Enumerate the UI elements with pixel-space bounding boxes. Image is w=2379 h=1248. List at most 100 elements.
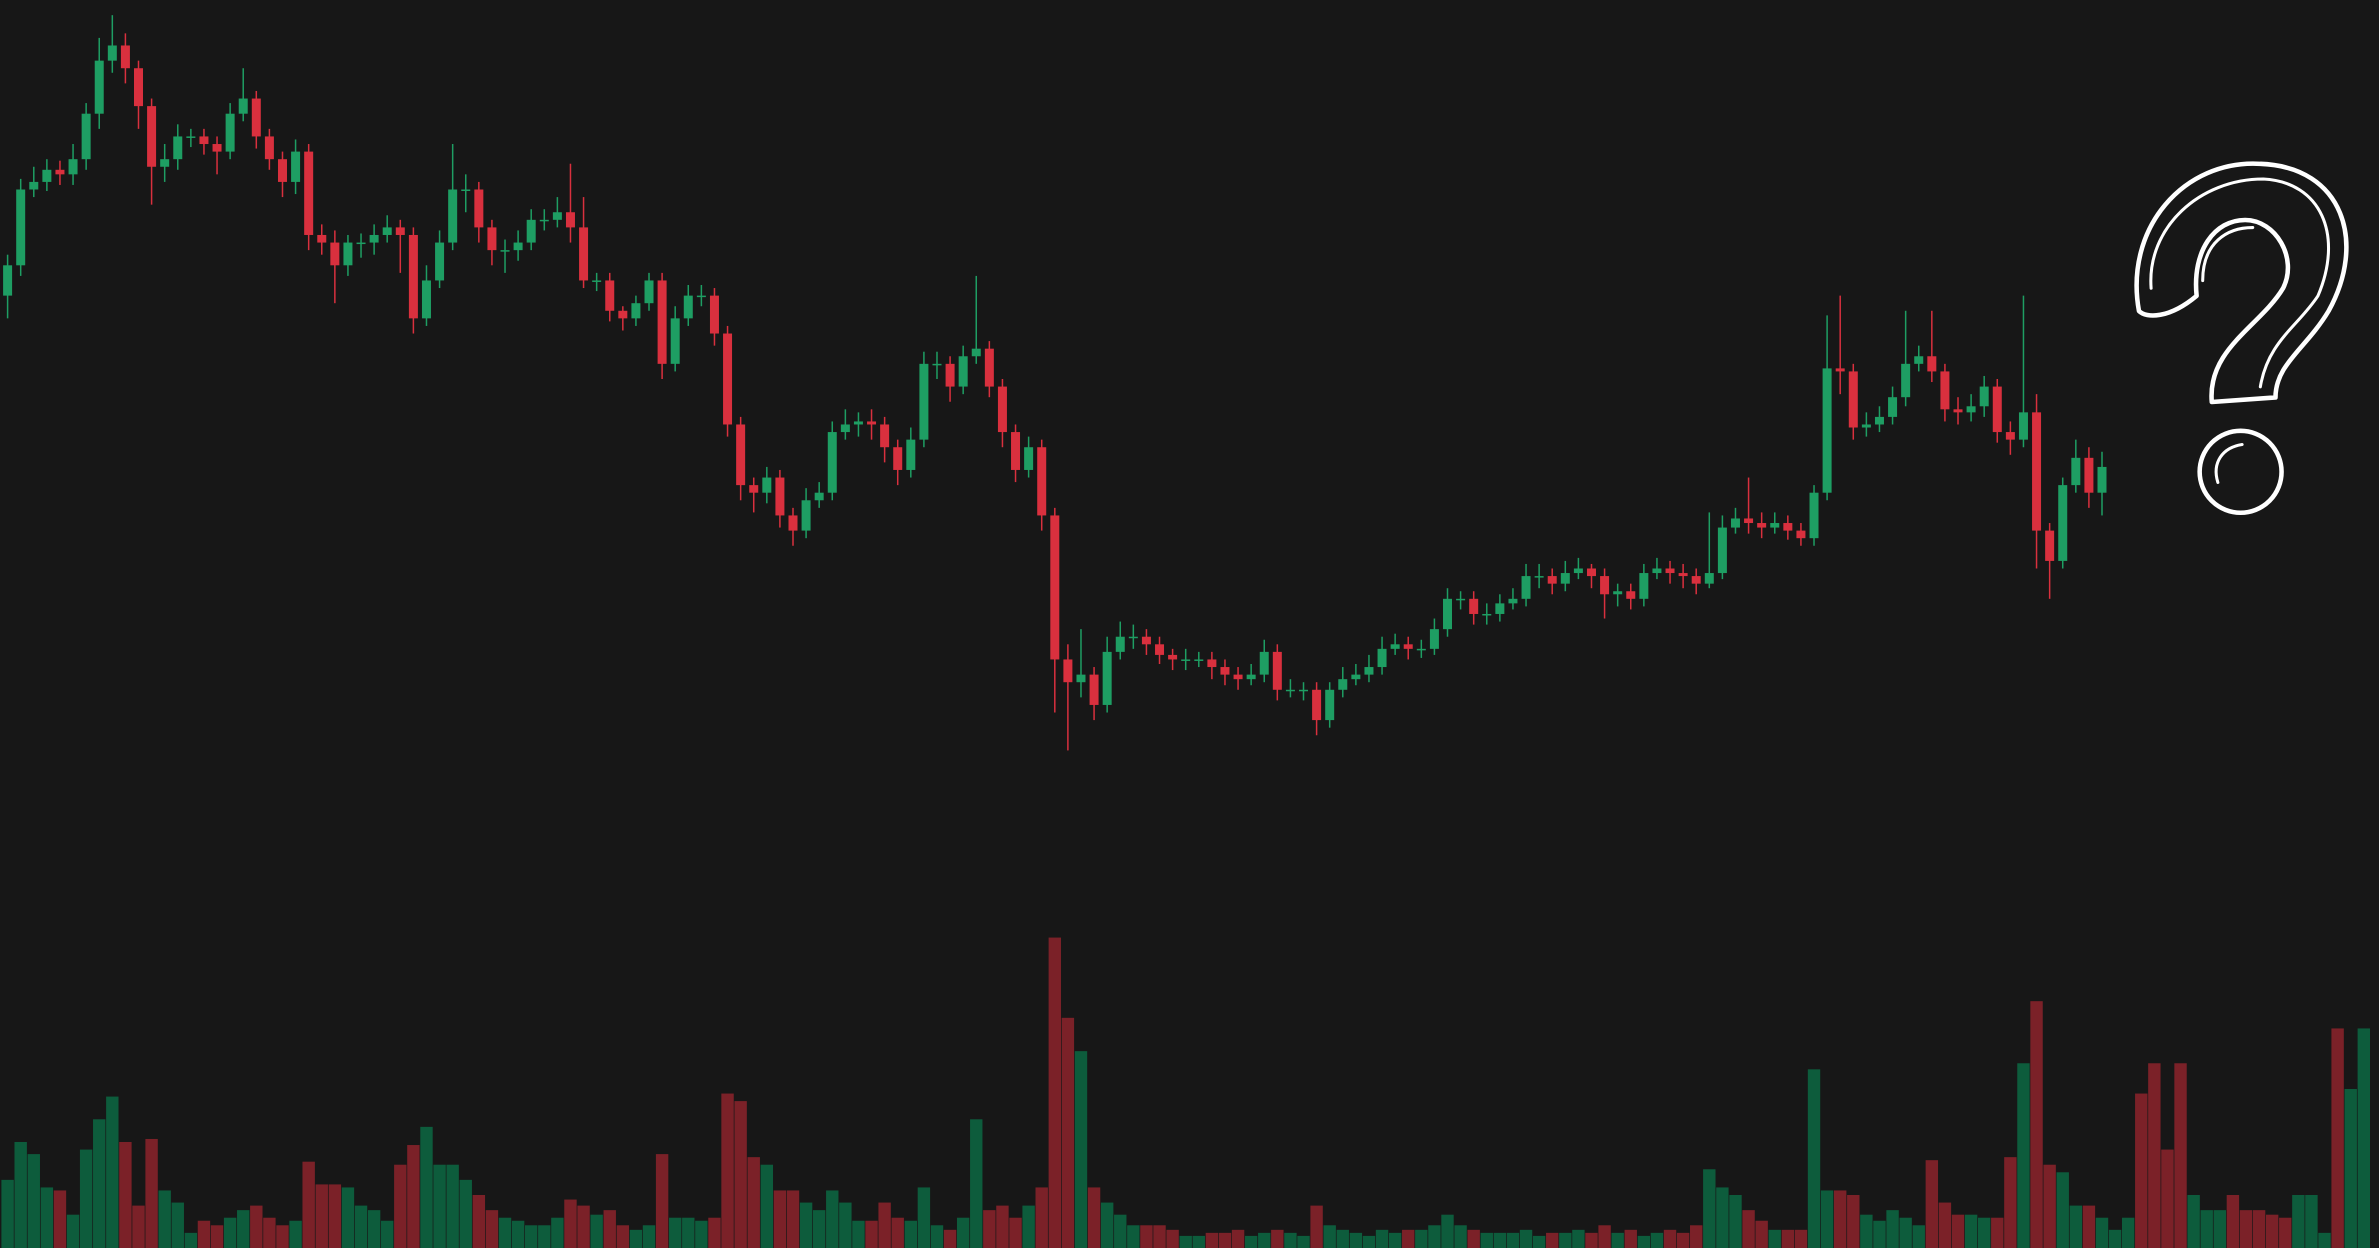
- candle-body: [487, 227, 497, 251]
- candle-body: [1835, 368, 1845, 372]
- candle-body: [291, 151, 301, 182]
- candle-body: [330, 242, 340, 266]
- candle-body: [1888, 397, 1898, 417]
- candle-body: [762, 477, 772, 493]
- volume-bar: [1140, 1225, 1153, 1248]
- volume-bar: [2161, 1149, 2174, 1248]
- volume-bar: [2213, 1210, 2227, 1248]
- volume-bar: [1938, 1202, 1952, 1248]
- volume-bar: [891, 1217, 904, 1248]
- candle-body: [1901, 363, 1911, 398]
- volume-bar: [956, 1217, 970, 1248]
- volume-bar: [1218, 1232, 1232, 1248]
- candle-body: [971, 348, 981, 357]
- candle-body: [317, 234, 327, 243]
- volume-bar: [27, 1154, 40, 1248]
- volume-bar: [577, 1205, 590, 1248]
- candle-body: [775, 477, 785, 516]
- candle-body: [1547, 576, 1557, 584]
- volume-bar: [302, 1161, 315, 1248]
- candle-body: [1678, 573, 1688, 577]
- candle-body: [618, 310, 628, 319]
- candle-body: [1534, 576, 1544, 578]
- candle-body: [1979, 386, 1989, 407]
- candle-body: [173, 136, 183, 160]
- candle-body: [840, 424, 850, 433]
- volume-bar: [708, 1217, 721, 1248]
- candle-body: [1626, 591, 1636, 599]
- candle-body: [277, 159, 287, 182]
- volume-bar: [655, 1154, 669, 1248]
- volume-bar: [996, 1205, 1009, 1248]
- candle-body: [1076, 674, 1086, 683]
- candle-body: [1050, 515, 1060, 660]
- candle-body: [880, 424, 890, 448]
- candle-body: [81, 113, 91, 160]
- volume-bar: [799, 1202, 813, 1248]
- volume-bar: [1310, 1205, 1323, 1248]
- candle-body: [723, 333, 733, 425]
- question-hook: [2134, 161, 2349, 405]
- question-dot-shine: [2214, 442, 2244, 484]
- candle-body: [304, 151, 314, 235]
- volume-bar: [904, 1220, 918, 1248]
- volume-bar: [2252, 1210, 2266, 1248]
- candle-body: [1128, 636, 1138, 639]
- volume-bar: [1506, 1232, 1520, 1248]
- candle-body: [2097, 466, 2107, 493]
- candle-body: [1953, 409, 1963, 413]
- candle-body: [212, 144, 222, 152]
- volume-bar: [1624, 1229, 1637, 1248]
- volume-bar: [263, 1217, 276, 1248]
- candle-body: [1966, 406, 1976, 413]
- candle-body: [1272, 651, 1282, 690]
- candle-body: [565, 212, 575, 228]
- candle-body: [343, 242, 353, 266]
- candle-body: [1848, 371, 1858, 428]
- volume-bar: [1794, 1229, 1808, 1248]
- candle-body: [1141, 636, 1151, 645]
- candle-body: [382, 227, 392, 235]
- volume-bar: [14, 1142, 27, 1248]
- volume-bar: [1886, 1210, 1899, 1248]
- volume-bar: [1231, 1229, 1245, 1248]
- volume-bar: [525, 1225, 538, 1248]
- volume-bar: [132, 1205, 145, 1248]
- candle-body: [919, 363, 929, 440]
- volume-bar: [668, 1217, 682, 1248]
- volume-bar: [1192, 1235, 1205, 1248]
- volume-bar: [158, 1190, 171, 1248]
- candle-body: [1312, 689, 1322, 721]
- volume-bar: [538, 1225, 551, 1248]
- candle-body: [1639, 573, 1649, 599]
- volume-bar: [865, 1220, 878, 1248]
- volume-bar: [1061, 1017, 1075, 1248]
- volume-bar: [1991, 1217, 2004, 1248]
- volume-bar: [1349, 1232, 1363, 1248]
- volume-bar: [79, 1149, 93, 1248]
- candle-body: [29, 181, 39, 190]
- candle-body: [1508, 598, 1518, 604]
- volume-bar: [852, 1220, 865, 1248]
- question-inner: [2201, 226, 2255, 283]
- candle-body: [1102, 651, 1112, 705]
- candle-body: [2018, 412, 2028, 440]
- volume-bar: [1127, 1225, 1140, 1248]
- volume-bar: [289, 1220, 302, 1248]
- volume-bar: [2056, 1172, 2069, 1248]
- volume-bar: [1519, 1229, 1533, 1248]
- volume-bar: [485, 1210, 499, 1248]
- volume-bar: [2017, 1063, 2030, 1248]
- candle-body: [1443, 598, 1452, 630]
- candle-body: [867, 421, 877, 425]
- volume-pane: [1, 937, 2370, 1248]
- candle-body: [1665, 568, 1675, 574]
- candle-body: [788, 515, 798, 531]
- volume-bar: [1899, 1217, 1912, 1248]
- volume-bar: [145, 1138, 158, 1248]
- volume-bar: [721, 1093, 734, 1248]
- candle-body: [579, 227, 589, 281]
- volume-bar: [1179, 1235, 1192, 1248]
- volume-bar: [1742, 1210, 1755, 1248]
